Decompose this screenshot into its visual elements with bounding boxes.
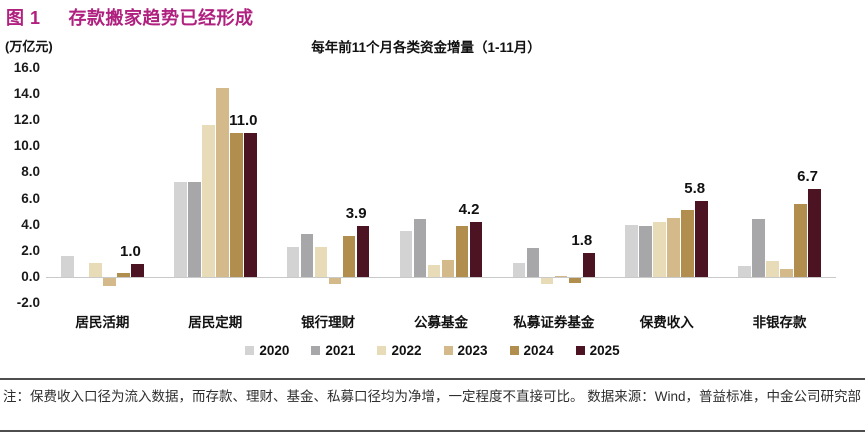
bar-2023-私募证券基金 [554,275,568,277]
data-label-银行理财: 3.9 [345,204,367,222]
bar-2024-公募基金 [455,225,469,277]
data-label-非银存款: 6.7 [797,168,818,186]
bar-2020-保费收入 [625,224,638,277]
category-label-居民活期: 居民活期 [75,315,130,330]
y-axis-tick-label: 4.0 [21,216,40,232]
legend-item-2020: 2020 [245,343,289,358]
y-axis-tick-label: 2.0 [21,242,40,258]
bar-2021-银行理财 [300,233,314,277]
y-axis-tick-label: 12.0 [13,112,40,128]
figure-title: 存款搬家趋势已经形成 [68,8,254,28]
figure-number: 图 1 [6,8,41,28]
bar-2025-银行理财 [356,225,370,277]
legend-swatch-icon [509,346,519,355]
divider-line-top [0,378,865,380]
bar-2020-居民活期 [61,256,74,277]
legend-label: 2020 [259,343,290,358]
category-label-居民定期: 居民定期 [188,315,243,330]
bar-2023-保费收入 [667,218,680,277]
bar-2022-居民活期 [89,262,102,277]
bar-2025-居民活期 [131,263,144,277]
bar-2023-银行理财 [328,277,342,285]
legend-swatch-icon [311,346,321,355]
legend-item-2023: 2023 [443,343,488,358]
bar-2025-公募基金 [469,222,483,277]
bar-2021-公募基金 [413,219,427,277]
bar-2025-私募证券基金 [582,253,596,277]
category-label-私募证券基金: 私募证券基金 [513,315,595,330]
bar-2021-保费收入 [639,225,652,277]
bar-2021-私募证券基金 [526,248,540,277]
y-axis-tick-label: -2.0 [16,295,40,310]
bar-2025-非银存款 [808,189,821,277]
divider-line-bottom [0,430,865,432]
legend-swatch-icon [443,346,453,355]
bar-2022-银行理财 [314,246,328,277]
legend-item-2025: 2025 [575,343,620,358]
bar-2020-居民定期 [174,181,187,277]
footnote-and-source: 注：保费收入口径为流入数据，而存款、理财、基金、私募口径均为净增，一定程度不直接… [3,389,862,404]
bar-2024-非银存款 [794,203,807,277]
category-label-银行理财: 银行理财 [301,315,356,330]
bar-2020-非银存款 [738,266,751,277]
x-axis-category-labels: 居民活期 居民定期 银行理财 公募基金 私募证券基金 保费收入 非银存款 [46,311,836,331]
bar-2023-公募基金 [441,259,455,277]
legend-label: 2025 [589,343,620,358]
y-axis-tick-label: 0.0 [21,268,40,284]
y-axis-tick-label: 6.0 [21,190,40,206]
y-axis-unit-label: (万亿元) [5,39,53,54]
category-label-公募基金: 公募基金 [414,315,468,330]
category-label-保费收入: 保费收入 [639,315,694,330]
bar-2023-居民定期 [216,87,229,277]
legend-label: 2024 [523,343,554,358]
bar-2024-私募证券基金 [568,277,582,284]
data-label-保费收入: 5.8 [684,180,706,198]
data-label-私募证券基金: 1.8 [571,232,593,250]
bar-chart-plot-area: 1.0 11.0 3.9 4.2 1.8 5.8 6.7 [46,68,836,303]
bar-2025-居民定期 [244,133,257,277]
bar-2021-居民定期 [188,181,201,277]
legend-label: 2021 [325,343,356,358]
bar-2020-银行理财 [286,246,300,277]
legend-swatch-icon [245,346,255,355]
bar-2024-居民活期 [117,272,130,277]
bar-2024-居民定期 [230,133,243,277]
y-axis-tick-label: 16.0 [13,60,40,75]
bar-2021-非银存款 [752,219,765,277]
bar-2023-居民活期 [103,277,116,286]
bar-2022-公募基金 [427,265,441,277]
chart-title: 每年前11个月各类资金增量（1-11月） [311,40,541,55]
legend-label: 2022 [391,343,422,358]
data-label-居民定期: 11.0 [229,112,258,130]
legend-item-2021: 2021 [311,343,355,358]
bar-2022-非银存款 [766,261,779,277]
legend-swatch-icon [575,346,585,355]
y-axis-tick-label: 10.0 [13,138,40,154]
bar-2022-私募证券基金 [540,277,554,285]
legend-item-2024: 2024 [509,343,554,358]
y-axis-tick-label: 8.0 [21,164,40,180]
y-axis-tick-label: 14.0 [13,86,40,102]
bar-2020-公募基金 [399,231,413,277]
zero-baseline [46,276,836,278]
bar-2024-银行理财 [342,236,356,277]
figure-header: 图 1 存款搬家趋势已经形成 [6,4,254,30]
bar-2022-保费收入 [653,222,666,277]
bar-2025-保费收入 [695,201,708,277]
chart-legend: 2020 2021 2022 2023 2024 2025 [0,343,865,358]
data-label-公募基金: 4.2 [458,201,480,219]
legend-swatch-icon [377,346,387,355]
legend-item-2022: 2022 [377,343,422,358]
bar-2020-私募证券基金 [512,262,526,277]
bar-2022-居民定期 [202,125,215,277]
bar-2023-非银存款 [780,269,793,277]
bar-2024-保费收入 [681,210,694,277]
data-label-居民活期: 1.0 [119,242,141,260]
legend-label: 2023 [457,343,488,358]
category-label-非银存款: 非银存款 [752,315,807,330]
